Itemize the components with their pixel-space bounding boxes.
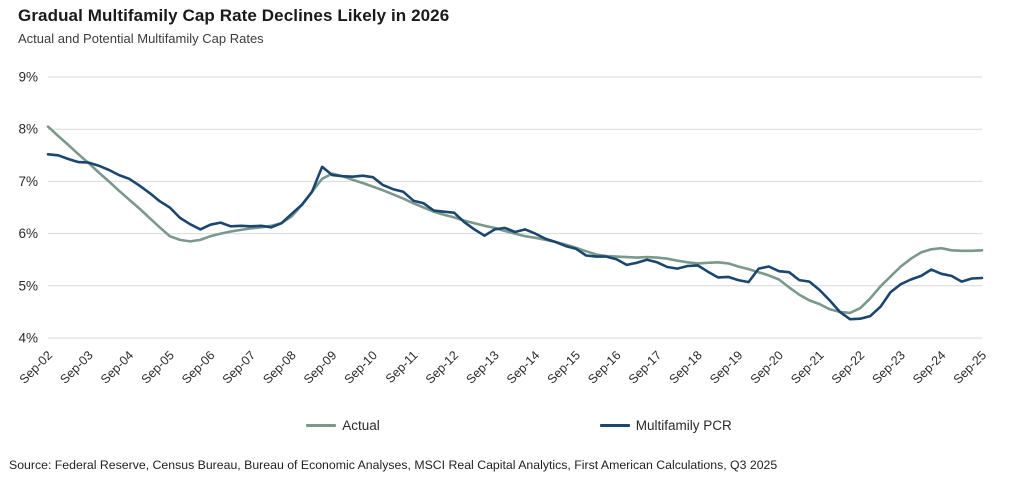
x-tick-label: Sep-13 — [463, 348, 501, 386]
chart-header: Gradual Multifamily Cap Rate Declines Li… — [18, 6, 449, 46]
y-tick-label: 7% — [18, 174, 38, 189]
x-tick-label: Sep-04 — [98, 348, 136, 386]
x-tick-label: Sep-21 — [788, 348, 826, 386]
x-tick-label: Sep-09 — [301, 348, 339, 386]
series-line-actual — [46, 125, 984, 315]
chart-subtitle: Actual and Potential Multifamily Cap Rat… — [18, 31, 264, 46]
x-tick-label: Sep-15 — [545, 348, 583, 386]
y-tick-label: 8% — [18, 122, 38, 137]
x-tick-label: Sep-02 — [17, 348, 55, 386]
x-tick-label: Sep-08 — [260, 348, 298, 386]
x-tick-label: Sep-25 — [951, 348, 989, 386]
x-tick-label: Sep-12 — [423, 348, 461, 386]
x-tick-label: Sep-22 — [829, 348, 867, 386]
x-tick-label: Sep-20 — [748, 348, 786, 386]
chart-title: Gradual Multifamily Cap Rate Declines Li… — [18, 6, 450, 25]
x-tick-label: Sep-07 — [220, 348, 258, 386]
line-chart: 9%8%7%6%5%4%Sep-02 Sep-03 Sep-04 Sep-05 Sep-… — [17, 70, 989, 387]
legend-label-multifamily-pcr: Multifamily PCR — [635, 417, 732, 433]
y-tick-label: 6% — [18, 226, 38, 241]
x-tick-label: Sep-10 — [342, 348, 380, 386]
y-tick-label: 9% — [18, 70, 38, 85]
source-note: Source: Federal Reserve, Census Bureau, … — [9, 458, 778, 472]
x-tick-label: Sep-06 — [179, 348, 217, 386]
x-tick-label: Sep-19 — [707, 348, 745, 386]
legend-label-actual: Actual — [342, 417, 380, 433]
y-tick-label: 5% — [18, 278, 38, 293]
legend-item-multifamily-pcr: Multifamily PCR — [599, 417, 732, 433]
x-tick-label: Sep-17 — [626, 348, 664, 386]
x-tick-label: Sep-11 — [383, 348, 421, 386]
legend-item-actual: Actual — [306, 418, 380, 433]
x-tick-label: Sep-14 — [504, 348, 542, 386]
x-tick-label: Sep-24 — [910, 348, 948, 386]
x-tick-label: Sep-05 — [139, 348, 177, 386]
chart-legend: Actual Multifamily PCR — [0, 412, 1024, 438]
x-tick-label: Sep-23 — [869, 348, 907, 386]
y-tick-label: 4% — [18, 331, 38, 346]
multifamily-pcr-line-swatch — [599, 423, 630, 427]
actual-line-swatch — [306, 423, 337, 427]
x-tick-label: Sep-03 — [57, 348, 95, 386]
x-tick-label: Sep-18 — [666, 348, 704, 386]
x-tick-label: Sep-16 — [585, 348, 623, 386]
series-line-multifamily-pcr — [46, 153, 984, 321]
